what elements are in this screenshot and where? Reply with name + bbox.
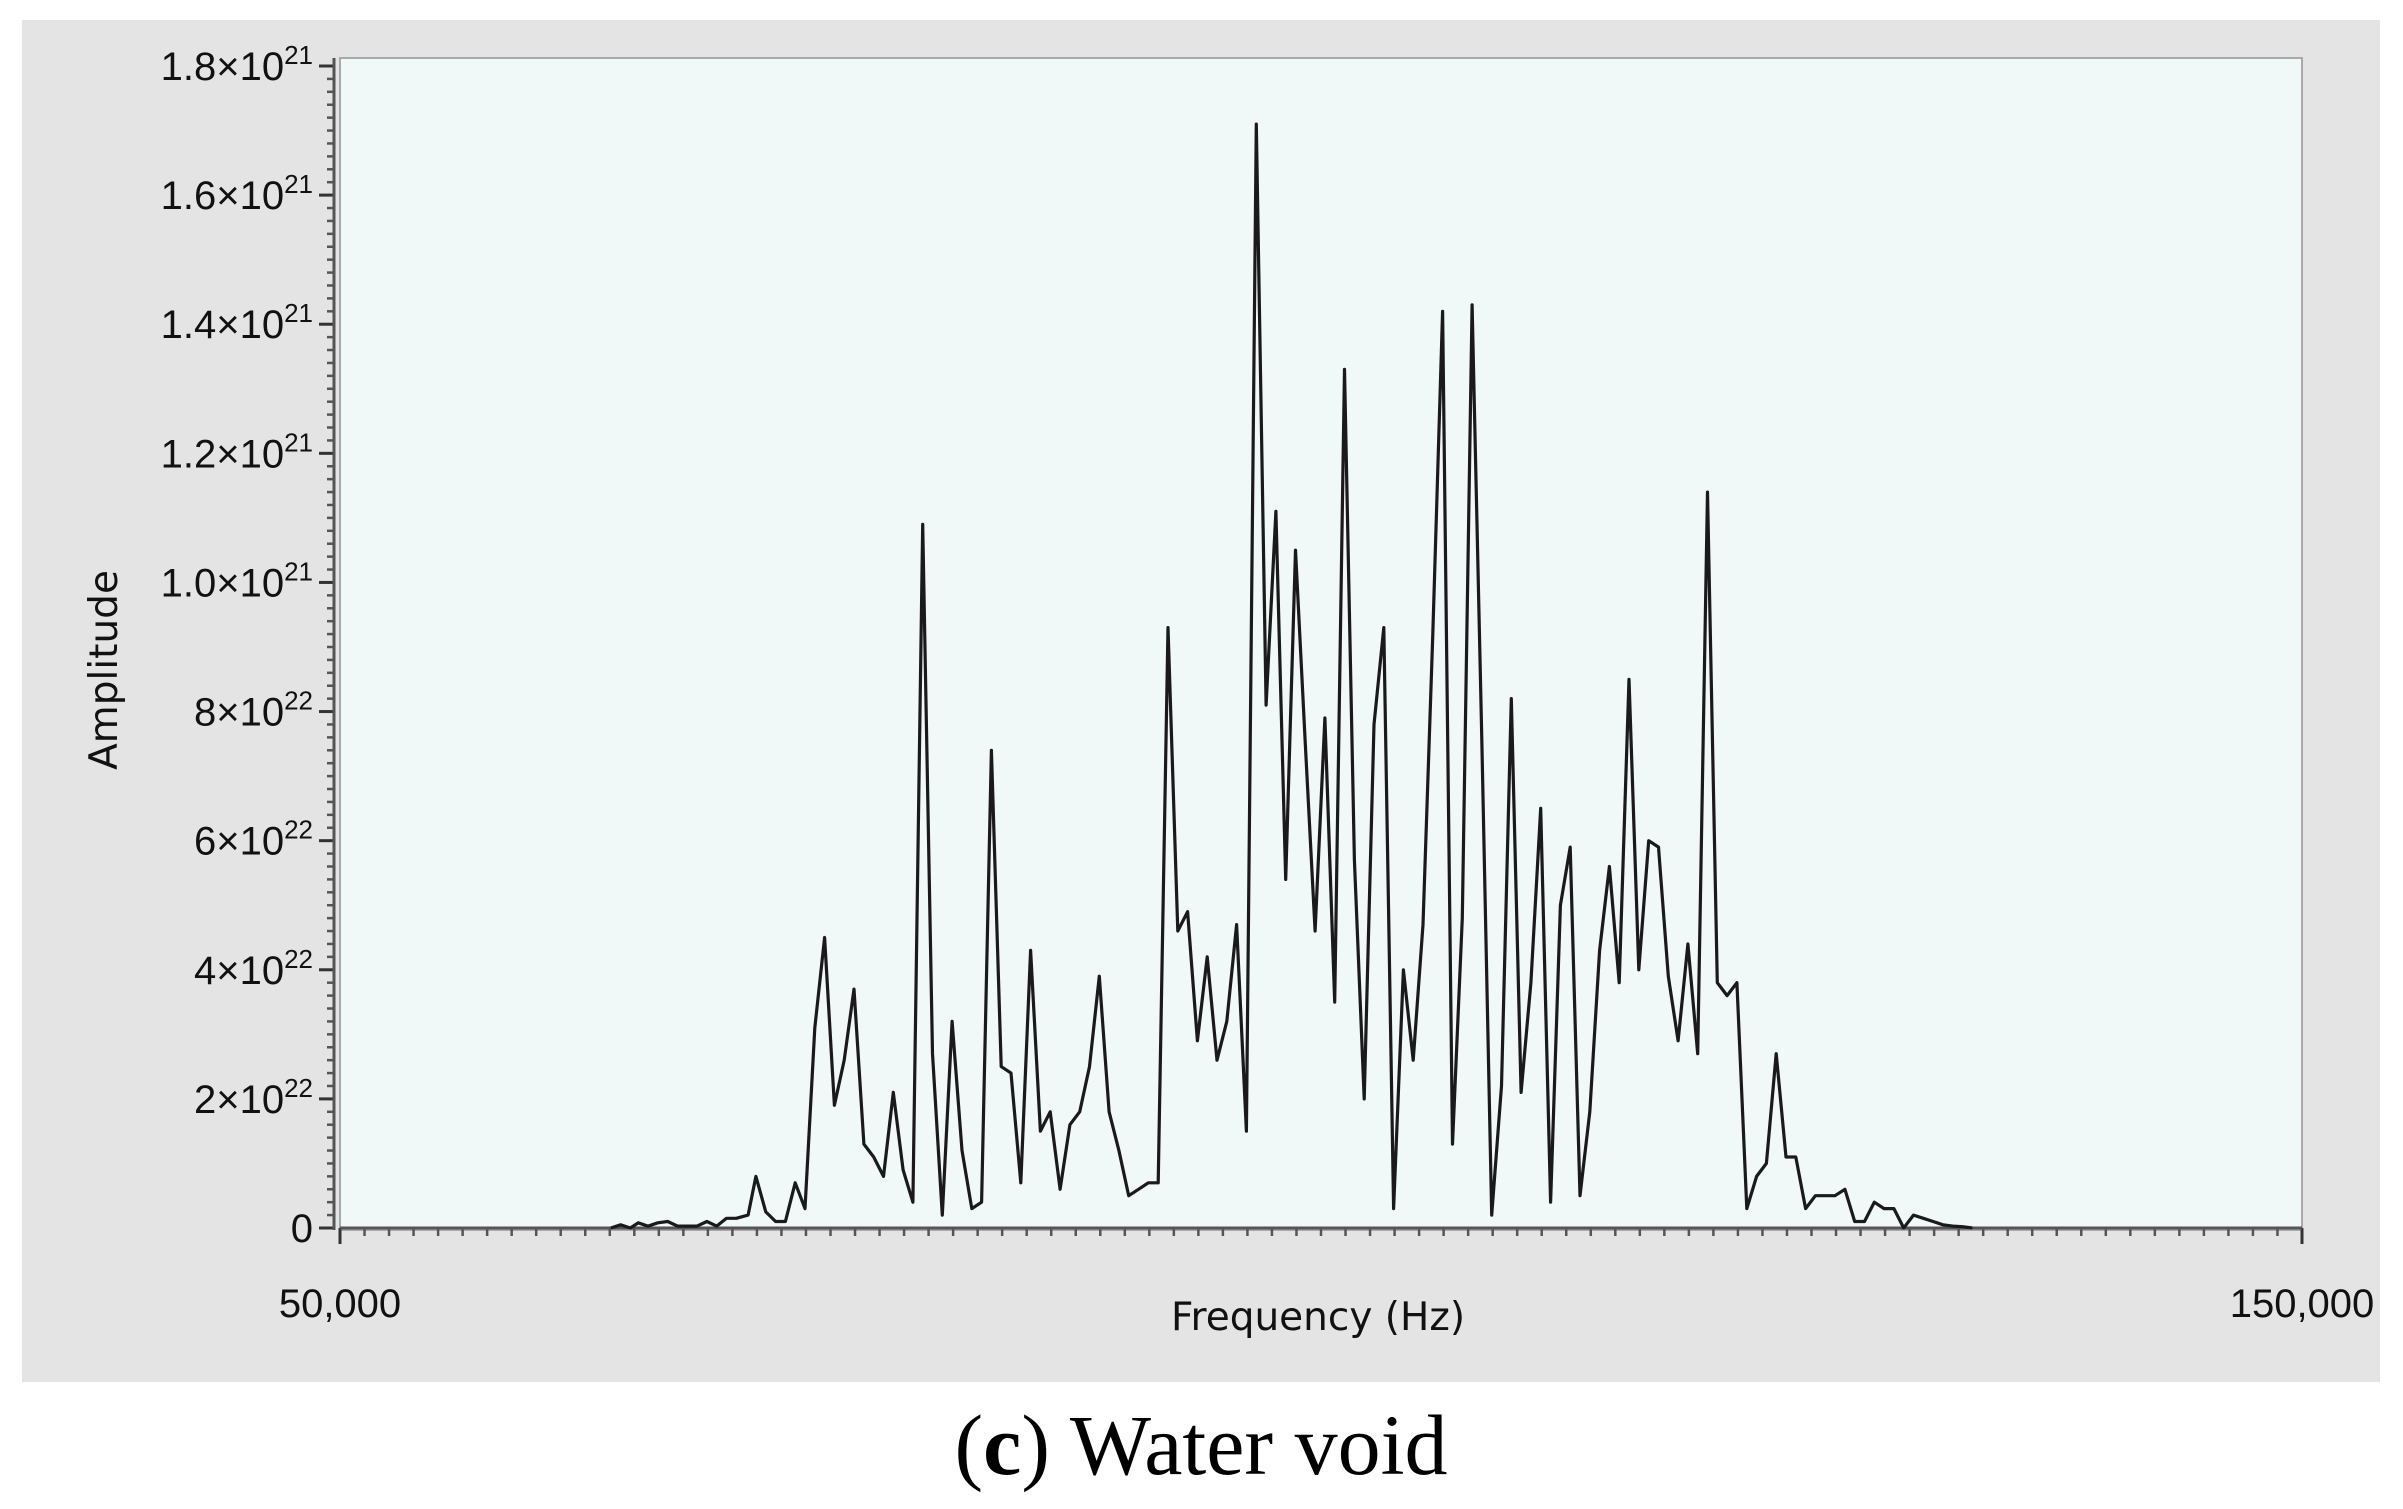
major-ticks — [319, 64, 2304, 1244]
caption-letter: c — [983, 1397, 1021, 1493]
y-tick-label: 6×1022 — [194, 815, 313, 864]
figure-caption: (c) Water void — [955, 1397, 1448, 1493]
x-tick-label: 50,000 — [279, 1282, 401, 1326]
x-tick-label: 150,000 — [2230, 1282, 2375, 1326]
caption-text: ) Water void — [1021, 1397, 1447, 1493]
amplitude-series-line — [610, 122, 1973, 1230]
y-tick-label: 2×1022 — [194, 1073, 313, 1122]
plot-area — [339, 57, 2303, 1231]
y-tick-label: 1.4×1021 — [161, 298, 313, 347]
y-tick-label: 1.6×1021 — [161, 169, 313, 218]
x-axis-title: Frequency (Hz) — [1171, 1295, 1465, 1340]
y-tick-label: 1.8×1021 — [161, 40, 313, 89]
y-tick-labels: 0 2×1022 4×1022 6×1022 8×1022 1.0×1021 1.2×102… — [161, 40, 313, 1251]
y-tick-label: 4×1022 — [194, 944, 313, 993]
y-tick-label: 1.0×1021 — [161, 556, 313, 605]
caption-open-paren: ( — [955, 1397, 984, 1493]
y-tick-label: 8×1022 — [194, 686, 313, 735]
y-tick-label: 0 — [291, 1207, 313, 1251]
y-tick-label: 1.2×1021 — [161, 427, 313, 476]
y-axis-title: Amplitude — [82, 570, 127, 770]
x-tick-labels: 50,000 150,000 — [279, 1282, 2374, 1326]
